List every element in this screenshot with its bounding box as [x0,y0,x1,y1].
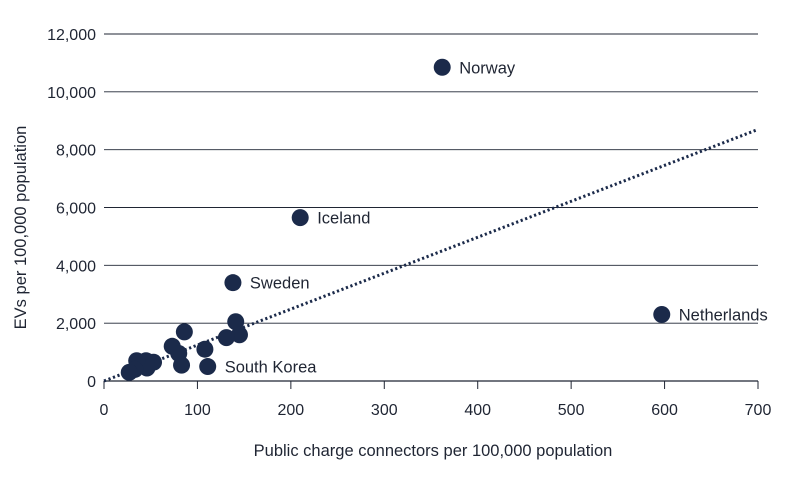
y-tick-label: 12,000 [47,27,96,44]
x-tick-label: 300 [371,402,398,419]
point-label: Netherlands [679,306,768,324]
x-axis-title: Public charge connectors per 100,000 pop… [254,442,613,460]
data-point [173,356,191,374]
data-points [120,58,671,381]
point-label: Sweden [250,275,310,293]
data-point [120,363,138,381]
x-tick-label: 500 [558,402,585,419]
data-point [291,209,309,227]
point-label: Norway [459,59,516,77]
y-tick-label: 0 [87,374,96,391]
y-axis-tick-labels: 0 2,000 4,000 6,000 8,000 10,000 12,000 [47,27,96,391]
x-axis-tick-labels: 0 100 200 300 400 500 600 700 [100,381,772,419]
data-point [227,313,245,331]
y-tick-label: 2,000 [56,316,96,333]
point-label: Iceland [317,210,370,228]
y-tick-label: 10,000 [47,85,96,102]
grid-lines [104,33,758,324]
y-tick-label: 4,000 [56,258,96,275]
data-point [217,329,235,347]
data-point [196,340,214,358]
point-labels: Norway Iceland Sweden Netherlands South Kore… [225,59,768,376]
x-tick-label: 600 [651,402,678,419]
trend-line [103,128,759,383]
data-point [433,58,451,76]
data-point [175,323,193,341]
x-tick-label: 100 [184,402,211,419]
data-point [230,326,248,344]
data-point [199,358,217,376]
x-tick-label: 400 [464,402,491,419]
point-label: South Korea [225,359,318,377]
data-point [653,305,671,323]
x-tick-label: 700 [745,402,772,419]
x-tick-label: 0 [100,402,109,419]
x-tick-label: 200 [278,402,305,419]
y-tick-label: 8,000 [56,143,96,160]
data-point [224,274,242,292]
y-tick-label: 6,000 [56,201,96,218]
y-axis-title: EVs per 100,000 population [12,126,30,330]
